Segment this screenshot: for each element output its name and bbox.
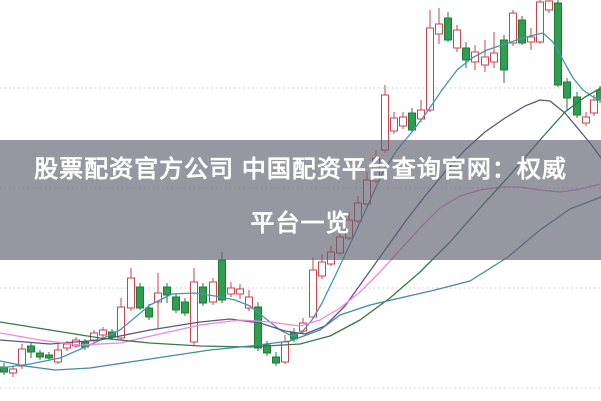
candle-up [236, 288, 244, 295]
candle-up [227, 287, 235, 295]
candle-down [408, 112, 416, 131]
candle-down [462, 47, 470, 61]
candle-up [117, 306, 125, 339]
candle-up [481, 56, 489, 66]
candle-down [36, 352, 44, 358]
candle-down [181, 301, 189, 314]
candle-up [245, 296, 253, 309]
candle-up [426, 27, 434, 111]
candle-up [154, 292, 162, 303]
candle-up [509, 12, 517, 44]
candle-up [536, 1, 544, 43]
candle-down [500, 39, 508, 71]
candle-up [582, 116, 590, 124]
candle-up [309, 269, 317, 318]
candle-up [18, 348, 26, 367]
candle-up [209, 281, 217, 303]
candle-up [190, 281, 198, 343]
candle-down [518, 19, 526, 44]
candle-up [435, 23, 443, 35]
candle-up [527, 36, 535, 43]
candle-up [453, 29, 461, 49]
candle-up [318, 261, 326, 277]
candle-up [399, 116, 407, 127]
ma-long-green-line [0, 87, 601, 348]
candle-up [63, 343, 71, 349]
candle-down [554, 2, 562, 86]
candle-down [27, 345, 35, 353]
candle-down [45, 354, 53, 359]
candle-down [172, 296, 180, 311]
title-banner: 股票配资官方公司 中国配资平台查询官网：权威 平台一览 [0, 140, 601, 260]
candle-up [99, 329, 107, 336]
candle-down [263, 344, 271, 354]
candle-up [490, 52, 498, 63]
candle-down [163, 286, 171, 296]
banner-title-line2: 平台一览 [250, 210, 351, 237]
candle-up [390, 117, 398, 132]
candle-down [573, 96, 581, 116]
candle-up [590, 99, 598, 114]
candle-up [545, 0, 553, 11]
candle-down [272, 356, 280, 364]
banner-title-line1: 股票配资官方公司 中国配资平台查询官网：权威 [34, 156, 567, 183]
candle-down [563, 81, 571, 99]
candle-down [145, 307, 153, 318]
candle-down [444, 17, 452, 41]
candle-down [218, 259, 226, 301]
candle-up [72, 339, 80, 347]
candle-up [127, 277, 135, 309]
candle-up [9, 368, 17, 374]
candle-up [54, 349, 62, 363]
candle-down [136, 286, 144, 309]
candle-down [254, 306, 262, 349]
